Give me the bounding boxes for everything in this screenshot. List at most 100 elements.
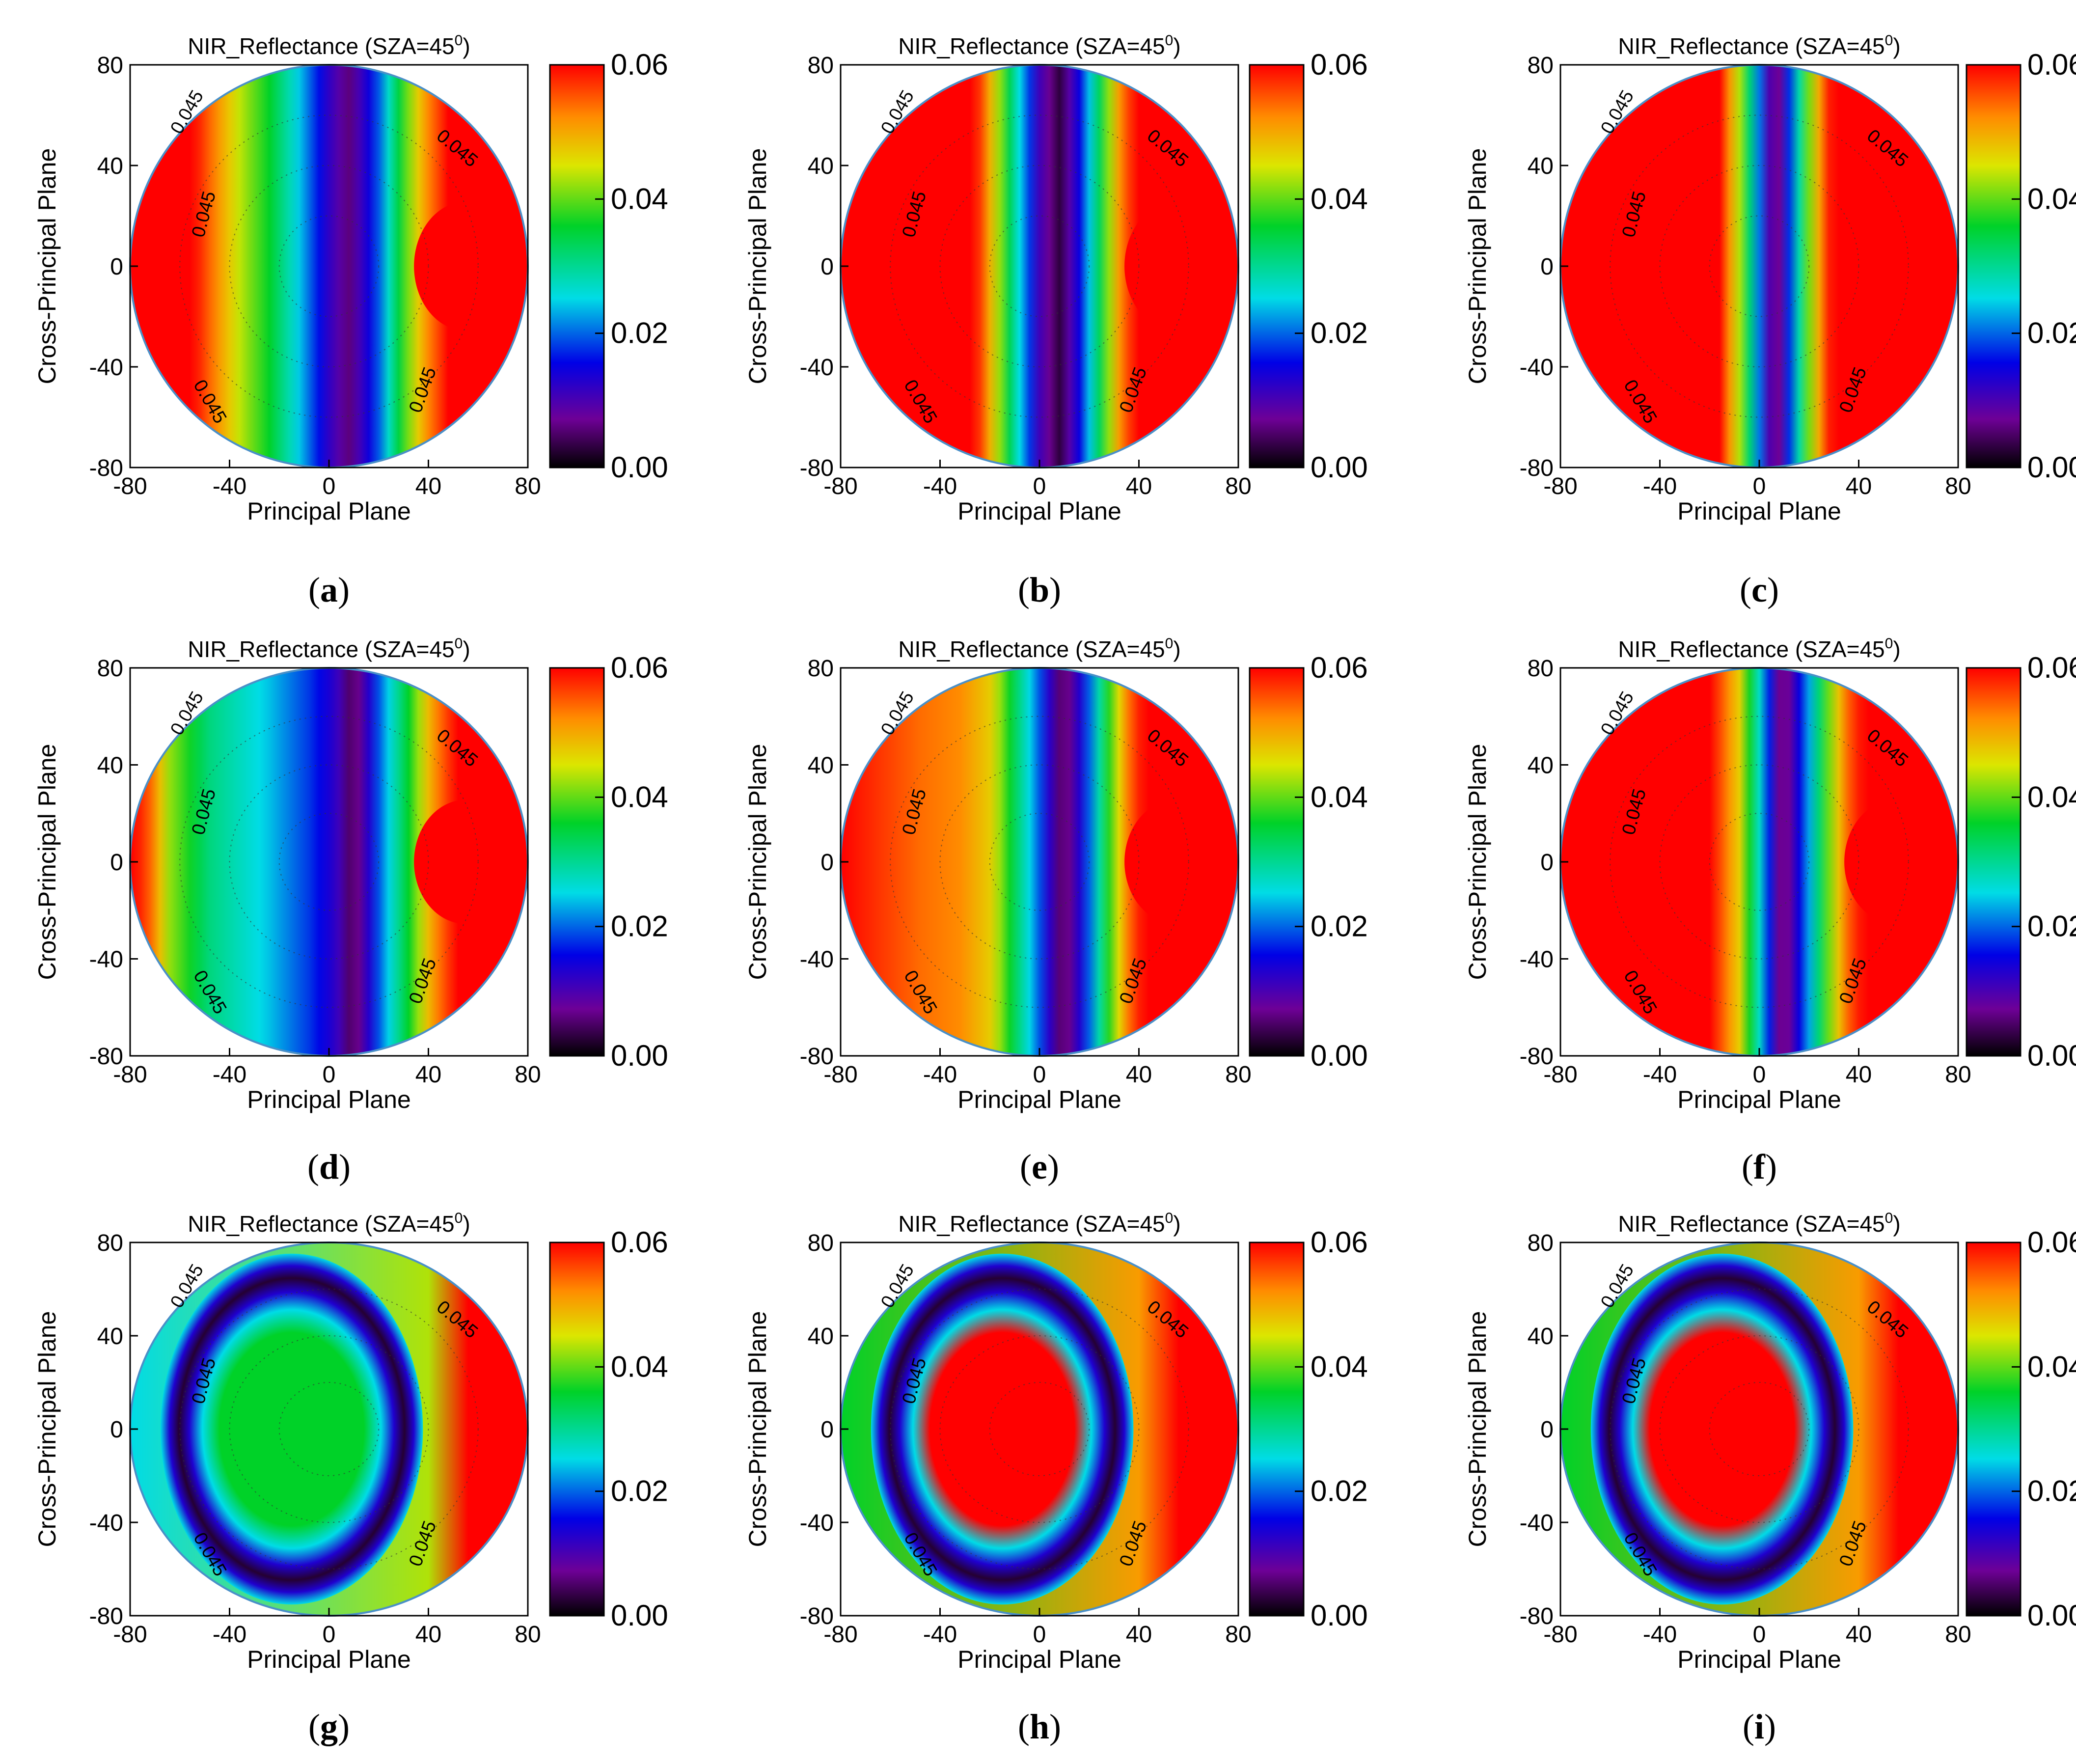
polar-grid-circle [179, 114, 479, 418]
chart-title-end: ) [1893, 33, 1900, 59]
y-tick-label: 80 [1528, 656, 1554, 682]
y-tick-label: -40 [800, 1510, 834, 1536]
y-tick-label: -80 [1520, 1603, 1554, 1629]
y-tick-label: 80 [808, 53, 834, 79]
x-tick-label: -40 [213, 473, 246, 499]
caption-close: ) [1047, 1147, 1059, 1186]
caption-open: ( [308, 570, 320, 609]
x-tick-label: -80 [113, 1622, 147, 1648]
polar-grid-circle [890, 114, 1189, 418]
y-tick-label: 40 [808, 153, 834, 179]
chart-title-end: ) [463, 636, 470, 662]
chart-title-main: NIR_Reflectance (SZA=45 [188, 1211, 454, 1237]
x-tick-label: 80 [515, 473, 541, 499]
chart-title-main: NIR_Reflectance (SZA=45 [1618, 33, 1885, 59]
x-tick-label: 80 [1945, 1062, 1971, 1088]
y-tick-label: 40 [808, 1323, 834, 1350]
colorbar [1966, 667, 2021, 1057]
colorbar-tick-label: 0.00 [1311, 1599, 1368, 1632]
chart-title-end: ) [1173, 636, 1180, 662]
colorbar-tick-label: 0.02 [611, 317, 668, 350]
y-tick-label: -40 [1520, 947, 1554, 973]
colorbar-tick-label: 0.04 [2027, 182, 2076, 215]
chart-title-main: NIR_Reflectance (SZA=45 [898, 636, 1165, 662]
colorbar-tick-label: 0.04 [1311, 182, 1368, 215]
caption-letter: f [1753, 1147, 1766, 1186]
reflectance-map [130, 65, 528, 468]
colorbar-tick-label: 0.04 [2027, 1350, 2076, 1383]
caption-letter: b [1030, 570, 1049, 609]
x-tick-label: -40 [1643, 473, 1677, 499]
panel-caption: (d) [307, 1147, 351, 1186]
x-axis-label: Principal Plane [247, 1646, 411, 1673]
polar-grid-circle [939, 1335, 1140, 1523]
x-tick-label: 0 [323, 1062, 336, 1088]
x-axis-label: Principal Plane [1677, 1646, 1841, 1673]
x-tick-label: 0 [1033, 1622, 1046, 1648]
colorbar [1249, 1241, 1305, 1617]
polar-grid-circle [1610, 114, 1909, 418]
chart-title: NIR_Reflectance (SZA=450) [188, 32, 470, 59]
bright-lobe [414, 799, 518, 924]
polar-grid-circle [229, 1335, 429, 1523]
polar-grid-circle [989, 1382, 1090, 1476]
panel-caption: (i) [1743, 1707, 1776, 1746]
x-tick-label: 40 [1846, 473, 1872, 499]
chart-title-superscript: 0 [455, 1210, 463, 1226]
chart-title-superscript: 0 [455, 32, 463, 49]
panel-c: -80 -40 0 40 80 -80 -40 0 40 80 Principal Plane Cro… [1464, 32, 2076, 609]
x-tick-label: -40 [1643, 1062, 1677, 1088]
y-tick-label: 0 [820, 254, 834, 280]
x-tick-label: 80 [1225, 473, 1251, 499]
colorbar [1249, 64, 1305, 469]
y-tick-label: 80 [97, 53, 123, 79]
y-tick-label: -40 [89, 1510, 123, 1536]
y-tick-label: 0 [820, 850, 834, 876]
colorbar-tick-label: 0.02 [2027, 910, 2076, 943]
colorbar [1966, 64, 2021, 469]
x-axis-label: Principal Plane [957, 1086, 1121, 1113]
caption-open: ( [307, 1147, 319, 1186]
reflectance-map [1560, 65, 1958, 468]
x-tick-label: 80 [1225, 1062, 1251, 1088]
x-axis-label: Principal Plane [247, 497, 411, 525]
caption-close: ) [1049, 570, 1061, 609]
x-tick-label: 80 [1945, 1622, 1971, 1648]
y-tick-label: 0 [1540, 254, 1554, 280]
caption-letter: d [319, 1147, 339, 1186]
x-tick-label: 40 [415, 1062, 441, 1088]
polar-grid-circle [278, 813, 380, 911]
caption-open: ( [308, 1707, 320, 1746]
colorbar-tick-label: 0.06 [2027, 1226, 2076, 1259]
y-tick-label: 40 [1528, 153, 1554, 179]
y-tick-label: 40 [97, 1323, 123, 1350]
x-tick-label: 80 [515, 1062, 541, 1088]
colorbar-tick-label: 0.04 [1311, 1350, 1368, 1383]
polar-grid-circle [179, 716, 479, 1008]
y-tick-label: 80 [808, 656, 834, 682]
reflectance-field [1560, 65, 1958, 468]
caption-letter: a [320, 570, 338, 609]
caption-close: ) [1767, 570, 1779, 609]
polar-grid-circle [1659, 1335, 1859, 1523]
polar-grid-circle [1709, 813, 1810, 911]
panel-a: -80 -40 0 40 80 -80 -40 0 40 80 Principal Plane Cro… [33, 32, 668, 609]
reflectance-map [1560, 1242, 1958, 1616]
caption-close: ) [1764, 1707, 1776, 1746]
y-tick-label: 0 [1540, 850, 1554, 876]
y-axis-label: Cross-Principal Plane [33, 1311, 61, 1547]
x-axis-label: Principal Plane [957, 497, 1121, 525]
panel-f: -80 -40 0 40 80 -80 -40 0 40 80 Principal Plane Cro… [1464, 635, 2076, 1186]
y-axis-label: Cross-Principal Plane [33, 148, 61, 385]
y-tick-label: 0 [110, 1417, 123, 1443]
polar-grid-circle [890, 716, 1189, 1008]
y-tick-label: 80 [808, 1230, 834, 1256]
x-tick-label: -80 [1543, 1622, 1577, 1648]
polar-grid-circle [229, 764, 429, 960]
panel-h: -80 -40 0 40 80 -80 -40 0 40 80 Principal Plane Cro… [744, 1210, 1368, 1746]
reflectance-map [130, 668, 528, 1056]
y-axis-label: Cross-Principal Plane [33, 744, 61, 980]
y-tick-label: 40 [97, 753, 123, 779]
chart-title-superscript: 0 [1885, 1210, 1893, 1226]
